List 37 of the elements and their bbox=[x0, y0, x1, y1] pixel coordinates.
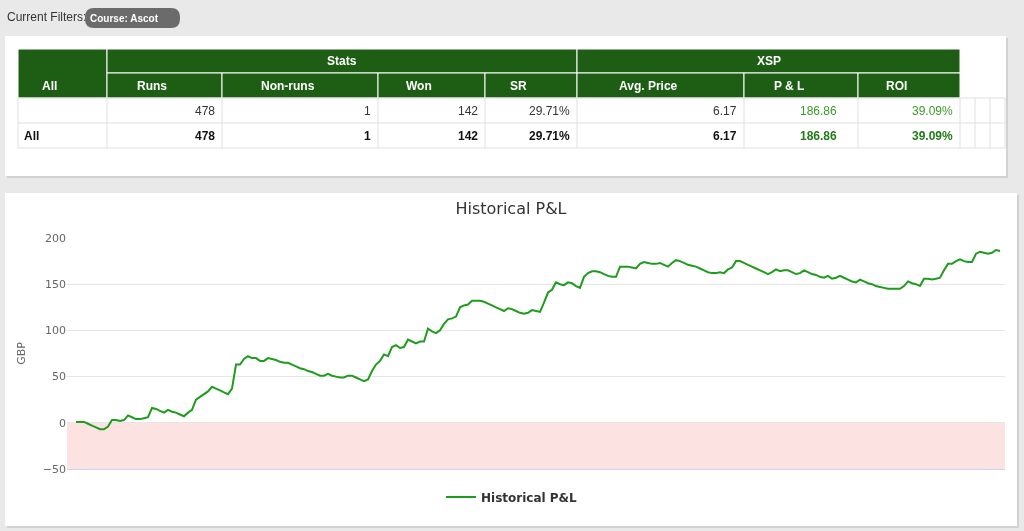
text: Avg. Price bbox=[619, 79, 678, 93]
y-tick-label: −50 bbox=[42, 462, 66, 476]
y-tick-label: 0 bbox=[59, 416, 66, 430]
text: Current Filters: bbox=[7, 10, 87, 24]
text: 29.71% bbox=[529, 104, 571, 118]
text: Non-runs bbox=[261, 79, 315, 93]
text: 1 bbox=[364, 129, 371, 143]
text: All bbox=[42, 79, 58, 93]
text: Stats bbox=[327, 54, 357, 68]
text: Runs bbox=[137, 79, 168, 93]
text: P & L bbox=[774, 79, 805, 93]
legend-label: Historical P&L bbox=[481, 490, 578, 505]
text: ROI bbox=[886, 79, 908, 93]
text: Course: Ascot bbox=[90, 13, 159, 24]
y-tick-label: 150 bbox=[45, 278, 66, 292]
text: 142 bbox=[458, 104, 479, 118]
y-tick-label: 100 bbox=[45, 324, 66, 338]
text: All bbox=[24, 129, 40, 143]
text: XSP bbox=[757, 54, 782, 68]
text: SR bbox=[510, 79, 527, 93]
text: 29.71% bbox=[529, 129, 571, 143]
text: 39.09% bbox=[912, 104, 954, 118]
y-axis-title: GBP bbox=[15, 341, 29, 365]
chart-title: Historical P&L bbox=[455, 198, 567, 218]
line-series bbox=[75, 249, 1001, 431]
text: Won bbox=[406, 79, 432, 93]
text: 1 bbox=[364, 104, 371, 118]
text: 6.17 bbox=[713, 129, 737, 143]
text: 478 bbox=[195, 129, 216, 143]
text: 6.17 bbox=[713, 104, 737, 118]
y-tick-label: 50 bbox=[52, 370, 66, 384]
text: 39.09% bbox=[912, 129, 954, 143]
text: 186.86 bbox=[800, 104, 838, 118]
text: 478 bbox=[195, 104, 216, 118]
y-tick-label: 200 bbox=[45, 231, 66, 245]
text: 142 bbox=[458, 129, 479, 143]
text: 186.86 bbox=[800, 129, 838, 143]
